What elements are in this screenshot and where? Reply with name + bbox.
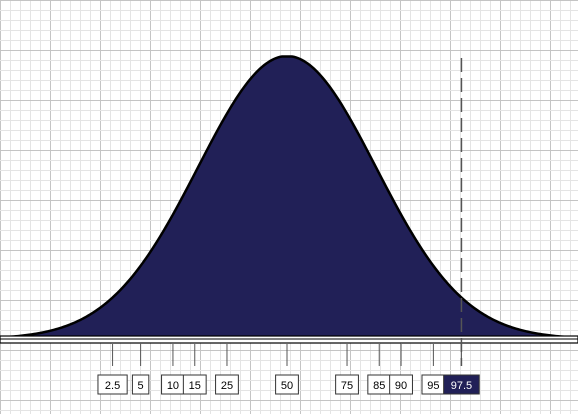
tick-label-box-25 [215,374,239,395]
tick-label-2.5: 2.5 [105,380,120,392]
tick-label-25: 25 [221,380,233,392]
tick-label-90: 90 [395,380,407,392]
tick-label-box-90 [389,374,413,395]
tick-label-10: 10 [167,380,179,392]
tick-label-5: 5 [138,380,144,392]
tick-label-box-97.5 [443,374,480,395]
tick-label-box-75 [335,374,359,395]
tick-label-box-2.5 [97,374,128,395]
tick-label-box-15 [182,374,207,395]
tick-label-95: 95 [427,380,439,392]
tick-label-97.5: 97.5 [451,380,472,392]
distribution-curve [0,55,578,339]
tick-label-15: 15 [189,380,201,392]
tick-label-box-50 [275,374,299,395]
distribution-area [0,56,578,339]
tick-label-box-5 [131,374,150,395]
x-axis-ticks: 2.5 5 10 15 25 50 75 85 90 95 97.5 [97,344,480,395]
tick-label-75: 75 [341,380,353,392]
tick-label-50: 50 [281,380,293,392]
tick-label-85: 85 [373,380,385,392]
